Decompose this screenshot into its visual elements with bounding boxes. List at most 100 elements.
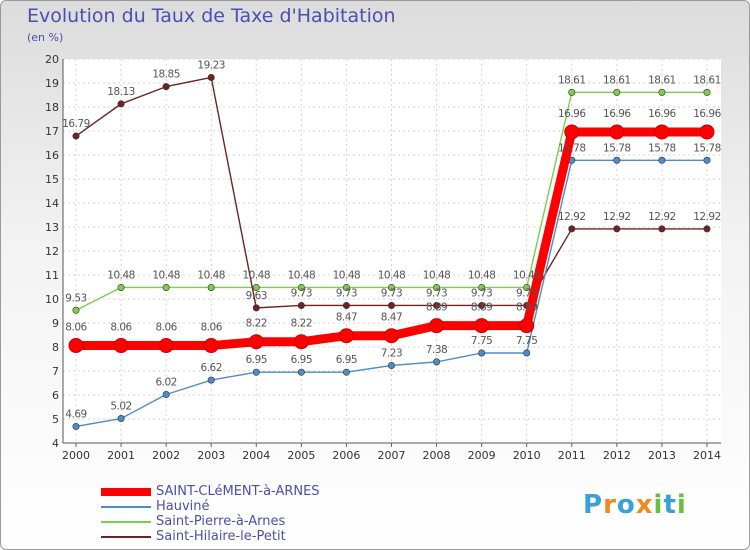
x-tick-label: 2001: [107, 449, 135, 462]
data-point: [523, 283, 531, 291]
x-tick-label: 2014: [693, 449, 721, 462]
legend-swatch: [101, 488, 151, 496]
logo-letter: t: [663, 490, 677, 520]
data-label: 8.06: [201, 322, 223, 334]
data-point: [342, 301, 350, 309]
y-tick-label: 15: [45, 173, 59, 186]
data-label: 5.02: [110, 401, 131, 413]
data-point: [703, 88, 711, 96]
data-label: 8.06: [110, 322, 132, 334]
data-label: 9.73: [381, 287, 402, 299]
data-label: 7.75: [471, 335, 492, 347]
data-point: [162, 391, 170, 399]
data-label: 10.48: [423, 269, 451, 281]
data-point: [338, 328, 354, 344]
legend-swatch: [101, 521, 151, 523]
data-label: 16.96: [603, 108, 631, 120]
data-label: 10.48: [107, 269, 135, 281]
data-point: [252, 304, 260, 312]
data-label: 15.78: [558, 142, 586, 154]
data-point: [519, 318, 535, 334]
data-label: 8.47: [336, 312, 357, 324]
data-label: 8.89: [426, 302, 447, 314]
data-point: [252, 283, 260, 291]
x-tick-label: 2008: [423, 449, 451, 462]
x-tick-label: 2013: [648, 449, 676, 462]
data-point: [203, 338, 219, 354]
x-tick-label: 2004: [242, 449, 270, 462]
data-point: [433, 358, 441, 366]
data-label: 9.63: [246, 290, 267, 302]
data-label: 8.47: [381, 312, 402, 324]
data-point: [523, 349, 531, 357]
x-tick-label: 2002: [152, 449, 180, 462]
data-label: 9.73: [336, 287, 357, 299]
y-tick-label: 11: [45, 269, 59, 282]
data-point: [113, 338, 129, 354]
data-label: 6.62: [201, 362, 222, 374]
y-tick-label: 10: [45, 293, 59, 306]
data-point: [613, 156, 621, 164]
logo-letter: i: [676, 490, 687, 520]
data-label: 8.89: [471, 302, 492, 314]
data-label: 18.13: [107, 86, 135, 98]
legend-label: Saint-Hilaire-le-Petit: [156, 529, 286, 544]
data-point: [162, 283, 170, 291]
x-tick-label: 2011: [558, 449, 586, 462]
data-point: [117, 100, 125, 108]
data-point: [564, 124, 580, 140]
data-point: [297, 283, 305, 291]
data-label: 10.48: [378, 269, 406, 281]
data-point: [207, 283, 215, 291]
y-tick-label: 7: [52, 365, 59, 378]
logo-letter: o: [616, 490, 636, 520]
data-point: [658, 88, 666, 96]
data-point: [568, 88, 576, 96]
data-point: [658, 225, 666, 233]
data-label: 7.23: [381, 347, 402, 359]
data-label: 16.96: [558, 108, 586, 120]
data-label: 16.96: [648, 108, 676, 120]
data-label: 4.69: [65, 408, 86, 420]
data-label: 8.06: [155, 322, 177, 334]
data-label: 18.61: [558, 74, 586, 86]
x-tick-label: 2012: [603, 449, 631, 462]
y-tick-label: 5: [52, 413, 59, 426]
data-label: 10.48: [288, 269, 316, 281]
data-point: [117, 283, 125, 291]
data-label: 10.48: [197, 269, 225, 281]
data-point: [429, 318, 445, 334]
data-label: 19.23: [197, 59, 225, 71]
data-point: [654, 124, 670, 140]
y-tick-label: 19: [45, 77, 59, 90]
chart-title: Evolution du Taux de Taxe d'Habitation: [27, 5, 396, 27]
y-tick-label: 4: [52, 437, 59, 450]
data-point: [117, 415, 125, 423]
chart-unit-label: (en %): [27, 31, 64, 44]
x-tick-label: 2006: [332, 449, 360, 462]
legend-label: Hauviné: [156, 499, 210, 514]
x-tick-label: 2005: [287, 449, 315, 462]
data-point: [478, 301, 486, 309]
data-label: 8.89: [516, 302, 537, 314]
legend-label: Saint-Pierre-à-Arnes: [156, 514, 286, 529]
data-label: 15.78: [603, 142, 631, 154]
legend-swatch: [101, 536, 151, 538]
data-point: [383, 328, 399, 344]
x-tick-label: 2009: [468, 449, 496, 462]
data-point: [72, 422, 80, 430]
x-tick-label: 2003: [197, 449, 225, 462]
data-point: [433, 283, 441, 291]
data-label: 7.75: [516, 335, 537, 347]
data-point: [248, 334, 264, 350]
data-point: [613, 225, 621, 233]
data-label: 8.22: [246, 318, 267, 330]
line-chart: 4 5 6 7 8 9 10 11 12 13 14 15 16 17 18 19 20 2000 2001 2002…: [45, 53, 722, 462]
logo-letter: x: [635, 490, 654, 520]
data-label: 10.48: [468, 269, 496, 281]
data-label: 18.61: [648, 74, 676, 86]
data-point: [297, 368, 305, 376]
logo-letter: i: [653, 490, 664, 520]
data-label: 15.78: [648, 142, 676, 154]
